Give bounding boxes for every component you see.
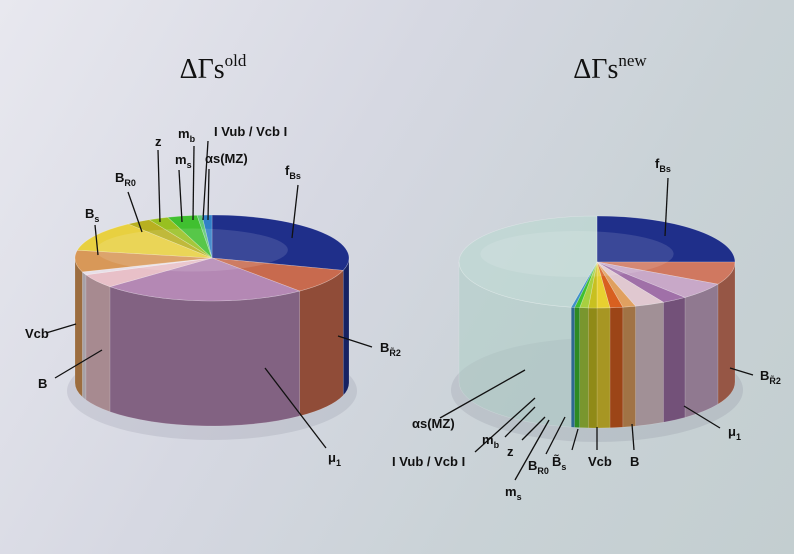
- pie-slice: [570, 261, 598, 308]
- leader-line: [729, 367, 754, 376]
- pie-chart-1: ΔΓsold fBs BR̃2 μ1 B Vcb Bs BR0 zms mb I Vub / Vcb…: [25, 51, 401, 468]
- pie-slice: [76, 223, 213, 259]
- pie-slice: [458, 215, 598, 308]
- slice-label: mb: [178, 126, 196, 144]
- slice-label: BR̃2: [380, 340, 401, 358]
- slice-label: fBs: [655, 156, 671, 174]
- slice-label: B̃s: [552, 454, 566, 472]
- pie-slice: [574, 261, 598, 308]
- slice-label: B: [38, 376, 47, 391]
- slice-label: Vcb: [25, 326, 49, 341]
- pie-slice-side: [609, 306, 624, 429]
- pie-slice: [596, 215, 736, 263]
- pie-slice-side: [85, 274, 111, 413]
- pie-slice: [596, 261, 624, 309]
- pie-slice-side: [684, 283, 719, 418]
- leader-line: [439, 369, 526, 419]
- slice-label: z: [507, 444, 514, 459]
- slice-label: I Vub / Vcb I: [392, 454, 465, 469]
- slice-label: μ1: [728, 424, 741, 442]
- slice-label: I Vub / Vcb I: [214, 124, 287, 139]
- slice-label: αs(MZ): [412, 416, 455, 431]
- pie-slice: [596, 261, 736, 285]
- leader-line: [54, 349, 103, 379]
- leader-line: [94, 224, 99, 256]
- slice-label: μ1: [328, 450, 341, 468]
- pie-slice: [596, 261, 637, 308]
- pie-slice-side: [588, 307, 598, 429]
- leader-line: [264, 367, 327, 449]
- leader-line: [178, 169, 183, 223]
- leader-line: [664, 177, 669, 237]
- slice-label: αs(MZ): [205, 151, 248, 166]
- pie-highlight: [96, 228, 288, 272]
- pie-slice-side: [574, 307, 580, 428]
- pie-slice: [211, 214, 350, 271]
- pie-slice-side: [82, 271, 87, 401]
- leader-line: [127, 191, 143, 233]
- leader-line: [202, 140, 209, 221]
- slice-label: z: [155, 134, 162, 149]
- leader-line: [631, 423, 635, 451]
- pie-slice-side: [622, 305, 636, 428]
- leader-line: [291, 184, 299, 239]
- pie-slice: [579, 261, 598, 309]
- pie-slice-side: [299, 269, 344, 417]
- pie-slice: [587, 261, 598, 309]
- slice-label: Bs: [85, 206, 99, 224]
- pie-slice: [81, 257, 213, 276]
- leader-line: [521, 416, 546, 441]
- pie-slice: [211, 257, 344, 292]
- leader-line: [192, 145, 195, 221]
- slice-label: ms: [505, 484, 522, 502]
- pie-slice: [74, 249, 213, 273]
- leader-line: [474, 397, 536, 453]
- pie-title: ΔΓsnew: [573, 51, 647, 85]
- pie-slice: [108, 257, 301, 302]
- pie-slice-side: [570, 306, 575, 428]
- pie-slice-side: [596, 307, 611, 429]
- slice-label: BR̃2: [760, 368, 781, 386]
- pie-slice: [596, 261, 611, 309]
- pie-slice-side: [579, 307, 589, 429]
- leader-line: [545, 416, 566, 455]
- slice-label: BR0: [528, 458, 549, 476]
- leader-line: [45, 323, 77, 334]
- pie-slice: [85, 257, 213, 288]
- pie-slice-side: [74, 257, 83, 398]
- pie-slice: [201, 214, 213, 259]
- pie-slice-side: [717, 261, 736, 405]
- slice-label: B: [630, 454, 639, 469]
- leader-line: [207, 168, 210, 221]
- leader-line: [157, 149, 161, 223]
- leader-line: [571, 428, 579, 451]
- pie-slice: [596, 261, 686, 303]
- pie-slice-side: [635, 302, 664, 427]
- pie-highlight: [480, 231, 674, 277]
- leader-line: [514, 419, 550, 481]
- pie-slice: [196, 214, 213, 259]
- slice-label: ms: [175, 152, 192, 170]
- slice-label: BR0: [115, 170, 136, 188]
- leader-line: [504, 406, 536, 438]
- pie-slice: [148, 216, 213, 259]
- slice-label: fBs: [285, 163, 301, 181]
- slice-label: Vcb: [588, 454, 612, 469]
- pie-title: ΔΓsold: [180, 51, 247, 85]
- leader-line: [683, 405, 721, 429]
- pie-slice-side: [109, 286, 300, 427]
- pie-slice-side: [342, 257, 350, 397]
- pie-slice: [596, 261, 719, 298]
- pie-slice: [596, 261, 665, 307]
- pie-slice-side: [663, 297, 686, 423]
- slice-label: mb: [482, 432, 500, 450]
- leader-line: [337, 335, 373, 348]
